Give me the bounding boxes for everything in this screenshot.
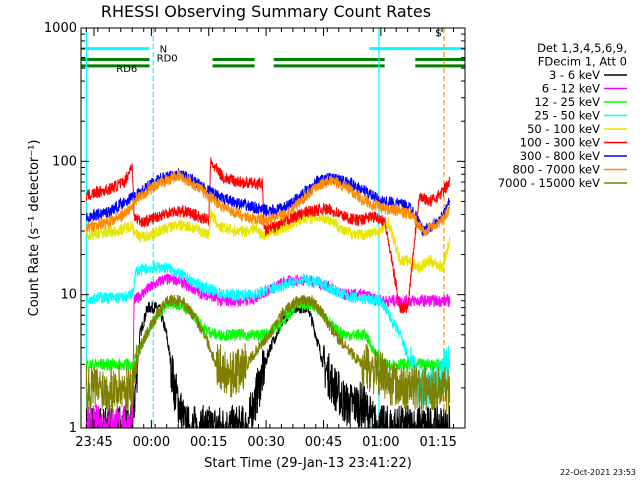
x-tick-label-1: 00:00 [133, 435, 170, 450]
annotation-n: N [160, 45, 167, 56]
legend-label-1: 6 - 12 keV [542, 82, 600, 96]
chart-title: RHESSI Observing Summary Count Rates [101, 2, 431, 21]
y-axis-label: Count Rate (s⁻¹ detector⁻¹) [27, 140, 42, 317]
series-line-5 [85, 157, 451, 314]
x-tick-label-0: 23:45 [75, 435, 112, 450]
axes: 1 10 100 1000 23:45 00:00 00:15 00:30 00:45 01:00… [44, 21, 466, 450]
y-tick-label-1: 10 [60, 288, 77, 303]
plot-frame [80, 27, 466, 429]
y-tick-label-0: 1 [69, 421, 77, 436]
legend-header-0: Det 1,3,4,5,6,9, [537, 41, 627, 55]
series-group [81, 28, 465, 428]
series-line-0 [85, 301, 451, 428]
legend-label-8: 7000 - 15000 keV [498, 176, 600, 190]
x-tick-label-3: 00:30 [247, 435, 284, 450]
annotation-rd6: RD6 [116, 64, 137, 75]
legend-label-7: 800 - 7000 keV [512, 163, 600, 177]
legend-header-1: FDecim 1, Att 0 [538, 55, 627, 69]
series-line-1 [85, 272, 451, 428]
legend-label-3: 25 - 50 keV [534, 109, 600, 123]
legend-label-5: 100 - 300 keV [520, 136, 600, 150]
series-line-7 [85, 169, 451, 237]
series-line-3 [85, 260, 451, 409]
legend-label-2: 12 - 25 keV [534, 95, 600, 109]
x-tick-label-5: 01:00 [362, 435, 399, 450]
legend-label-6: 300 - 800 keV [520, 149, 600, 163]
y-tick-label-2: 100 [52, 154, 77, 169]
y-tick-label-3: 1000 [44, 21, 77, 36]
legend: Det 1,3,4,5,6,9,FDecim 1, Att 03 - 6 keV… [498, 41, 627, 190]
x-tick-label-4: 00:45 [305, 435, 342, 450]
date-stamp: 22-Oct-2021 23:53 [560, 468, 636, 477]
legend-label-0: 3 - 6 keV [549, 68, 600, 82]
plot-area: NRD0RD6S [81, 28, 465, 428]
legend-label-4: 50 - 100 keV [527, 122, 600, 136]
annotation-rd0: RD0 [157, 54, 178, 65]
x-tick-label-2: 00:15 [190, 435, 227, 450]
series-line-8 [85, 294, 451, 412]
x-axis-label: Start Time (29-Jan-13 23:41:22) [204, 456, 412, 471]
x-tick-label-6: 01:15 [419, 435, 456, 450]
series-line-6 [85, 168, 451, 237]
